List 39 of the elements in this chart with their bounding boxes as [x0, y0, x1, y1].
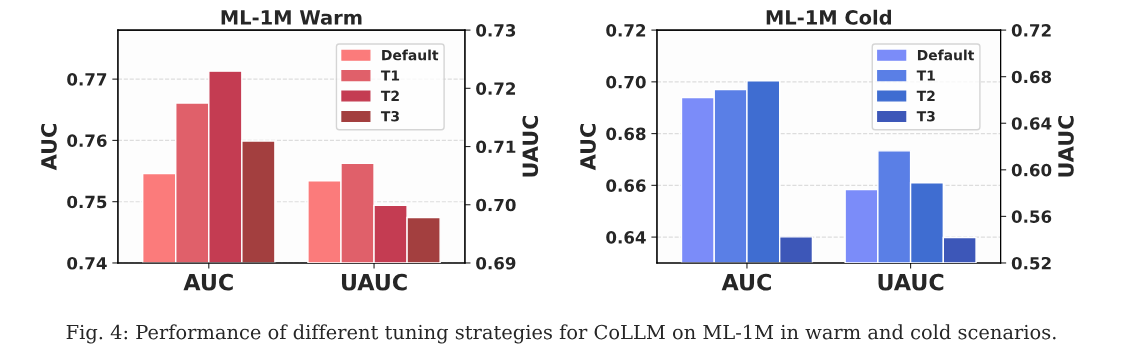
y-axis-title: AUC: [580, 124, 596, 171]
x-tick-label: AUC: [183, 273, 233, 291]
y2-tick-label: 0.56: [1011, 210, 1052, 223]
legend-label: T3: [916, 110, 935, 122]
y2-tick-label: 0.64: [1011, 117, 1052, 130]
y2-axis-title: UAUC: [1058, 115, 1074, 177]
y-axis-title: AUC: [41, 124, 57, 171]
y-tick-label: 0.72: [606, 24, 646, 37]
y-tick-label: 0.76: [67, 134, 107, 147]
x-tick-label: UAUC: [878, 273, 944, 291]
y-tick-label: 0.64: [606, 231, 646, 244]
y2-tick-label: 0.73: [476, 24, 516, 37]
y2-axis-title: UAUC: [522, 115, 539, 177]
legend-label: Default: [382, 49, 439, 61]
legend-label: T3: [380, 110, 399, 122]
y2-tick-label: 0.52: [1011, 256, 1051, 270]
chart-title: ML-1M Warm: [221, 10, 362, 25]
x-tick-label: AUC: [721, 273, 771, 291]
y-tick-label: 0.66: [606, 179, 646, 192]
y-tick-label: 0.75: [67, 195, 107, 209]
y2-tick-label: 0.72: [1011, 24, 1051, 37]
y-tick-label: 0.68: [606, 127, 646, 141]
legend-label: T1: [380, 70, 400, 81]
y2-tick-label: 0.71: [476, 140, 516, 154]
y2-tick-label: 0.68: [1011, 70, 1052, 84]
y-tick-label: 0.74: [67, 256, 107, 270]
legend-label: T2: [916, 90, 935, 101]
caption: Fig. 4: Performance of different tuning strategies for CoLLM on ML-1M in warm and cold scenarios.: [66, 324, 1056, 344]
y-tick-label: 0.70: [606, 75, 646, 89]
y-tick-label: 0.77: [67, 73, 107, 86]
legend-label: T1: [916, 70, 935, 81]
y2-tick-label: 0.72: [476, 82, 516, 95]
y2-tick-label: 0.69: [476, 256, 516, 270]
x-tick-label: UAUC: [341, 273, 407, 291]
legend-label: T2: [380, 90, 399, 101]
y2-tick-label: 0.60: [1011, 163, 1052, 177]
legend-label: Default: [917, 49, 975, 61]
y2-tick-label: 0.70: [476, 198, 516, 212]
chart-title: ML-1M Cold: [766, 9, 891, 25]
